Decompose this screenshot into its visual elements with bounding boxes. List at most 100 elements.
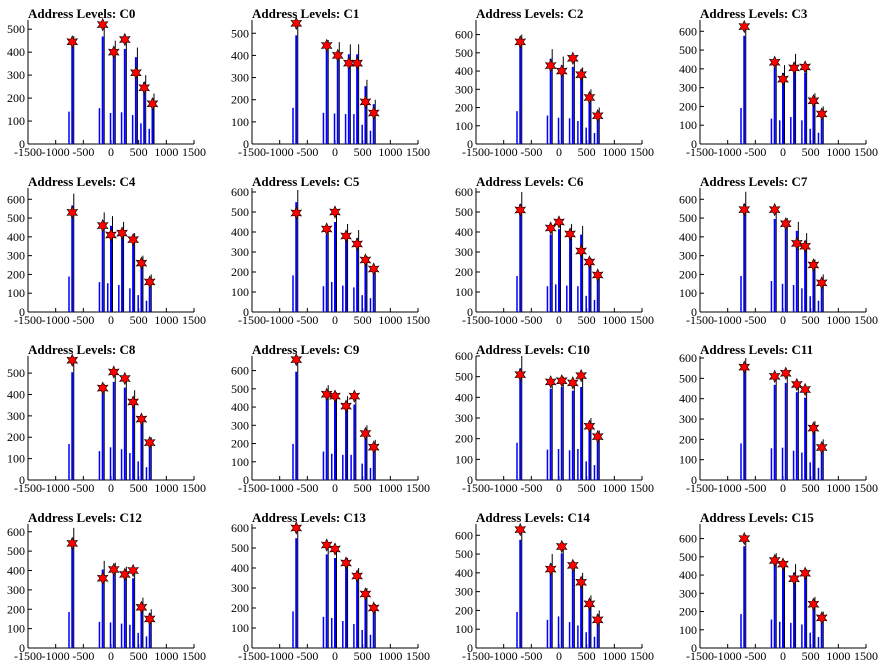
x-tick-label: 500 bbox=[802, 481, 820, 495]
y-tick-label: 400 bbox=[679, 392, 697, 406]
bar-secondary bbox=[322, 286, 325, 312]
y-tick-label: 200 bbox=[231, 601, 249, 615]
bar bbox=[123, 574, 126, 648]
star-marker bbox=[807, 597, 820, 611]
x-tick-label: -1000 bbox=[714, 481, 742, 495]
bar bbox=[295, 35, 298, 145]
bar-secondary bbox=[129, 288, 131, 312]
bar bbox=[364, 594, 367, 648]
bar-secondary bbox=[516, 611, 518, 648]
bar-secondary bbox=[98, 451, 101, 480]
bar bbox=[812, 264, 815, 312]
bar bbox=[356, 576, 359, 648]
bar bbox=[345, 404, 348, 480]
star-marker bbox=[96, 218, 109, 233]
star-marker bbox=[564, 227, 576, 241]
x-tick-label: -500 bbox=[72, 313, 94, 327]
bar-secondary bbox=[740, 443, 742, 480]
star-marker bbox=[143, 275, 156, 289]
bar bbox=[101, 222, 104, 312]
bar bbox=[151, 98, 154, 144]
bar bbox=[112, 571, 115, 648]
bar-secondary bbox=[585, 461, 587, 480]
bar-secondary bbox=[148, 128, 150, 144]
bar bbox=[588, 94, 591, 144]
y-tick-label: 500 bbox=[679, 43, 697, 57]
x-tick-label: 1500 bbox=[182, 649, 206, 663]
star-marker bbox=[96, 571, 109, 585]
bar-secondary bbox=[129, 453, 131, 480]
y-tick-label: 600 bbox=[679, 532, 697, 546]
x-tick-label: 500 bbox=[802, 145, 820, 159]
bar-secondary bbox=[107, 283, 109, 312]
chart-title: Address Levels: C8 bbox=[28, 342, 136, 357]
x-tick-label: 1500 bbox=[630, 145, 654, 159]
chart-panel: Address Levels: C5 0 100 200 300 400 500 600 -15… bbox=[224, 168, 448, 336]
y-tick-label: 300 bbox=[231, 581, 249, 595]
y-tick-label: 0 bbox=[467, 305, 473, 319]
bar bbox=[571, 390, 574, 480]
x-tick-label: -1000 bbox=[490, 481, 518, 495]
y-tick-label: 300 bbox=[455, 245, 473, 259]
y-tick-label: 300 bbox=[455, 411, 473, 425]
chart-svg: Address Levels: C7 0 100 200 300 400 500 600 -15… bbox=[679, 174, 878, 327]
chart-title: Address Levels: C7 bbox=[700, 174, 808, 189]
bar-secondary bbox=[770, 281, 773, 312]
star-marker bbox=[738, 202, 751, 217]
x-tick-label: 1500 bbox=[630, 649, 654, 663]
star-marker bbox=[66, 35, 79, 49]
star-marker bbox=[367, 440, 380, 454]
star-marker bbox=[768, 369, 781, 384]
star-marker bbox=[348, 389, 361, 403]
y-tick-label: 200 bbox=[7, 430, 25, 444]
x-tick-label: -1000 bbox=[490, 145, 518, 159]
bar-secondary bbox=[68, 111, 70, 144]
x-tick-label: -500 bbox=[744, 145, 766, 159]
chart-title: Address Levels: C2 bbox=[476, 6, 583, 21]
bar bbox=[372, 608, 375, 648]
chart-panel: Address Levels: C8 0 100 200 300 400 500 -1500-… bbox=[0, 336, 224, 504]
chart-title: Address Levels: C9 bbox=[252, 342, 360, 357]
bar-secondary bbox=[342, 285, 344, 312]
x-tick-label: -500 bbox=[72, 145, 94, 159]
bar-secondary bbox=[568, 622, 571, 648]
bar bbox=[580, 580, 583, 648]
star-marker bbox=[779, 216, 792, 231]
bar bbox=[588, 424, 591, 480]
y-tick-label: 600 bbox=[679, 24, 697, 38]
star-marker bbox=[351, 56, 363, 70]
x-tick-label: 1500 bbox=[854, 313, 878, 327]
star-marker bbox=[799, 566, 811, 580]
x-tick-label: -1000 bbox=[42, 649, 70, 663]
bar bbox=[580, 75, 583, 144]
star-marker bbox=[738, 360, 751, 374]
bar-secondary bbox=[369, 634, 372, 648]
y-tick-label: 0 bbox=[19, 305, 25, 319]
y-tick-label: 0 bbox=[691, 137, 697, 151]
star-marker bbox=[96, 381, 109, 395]
x-tick-label: 0 bbox=[332, 145, 338, 159]
y-tick-label: 600 bbox=[455, 349, 473, 363]
y-tick-label: 0 bbox=[243, 473, 249, 487]
star-marker bbox=[591, 268, 604, 282]
y-tick-label: 100 bbox=[231, 115, 249, 129]
bar-secondary bbox=[353, 114, 355, 144]
y-tick-label: 500 bbox=[231, 541, 249, 555]
chart-panel: Address Levels: C9 0 100 200 300 400 500 600 -15… bbox=[224, 336, 448, 504]
y-tick-label: 600 bbox=[455, 185, 473, 199]
bar bbox=[596, 111, 599, 144]
bar-secondary bbox=[109, 622, 112, 648]
chart-svg: Address Levels: C00100200300400500-1500-… bbox=[7, 6, 206, 159]
x-tick-label: -1500 bbox=[686, 145, 714, 159]
bar-secondary bbox=[740, 614, 742, 648]
y-tick-label: 200 bbox=[7, 602, 25, 616]
star-marker bbox=[514, 367, 527, 382]
y-tick-label: 0 bbox=[243, 137, 249, 151]
star-marker bbox=[807, 94, 820, 108]
x-tick-label: 1000 bbox=[154, 313, 178, 327]
y-tick-label: 300 bbox=[679, 249, 697, 263]
star-marker bbox=[329, 389, 341, 403]
bar bbox=[820, 278, 823, 312]
star-marker bbox=[118, 567, 131, 582]
x-tick-label: 500 bbox=[354, 481, 372, 495]
